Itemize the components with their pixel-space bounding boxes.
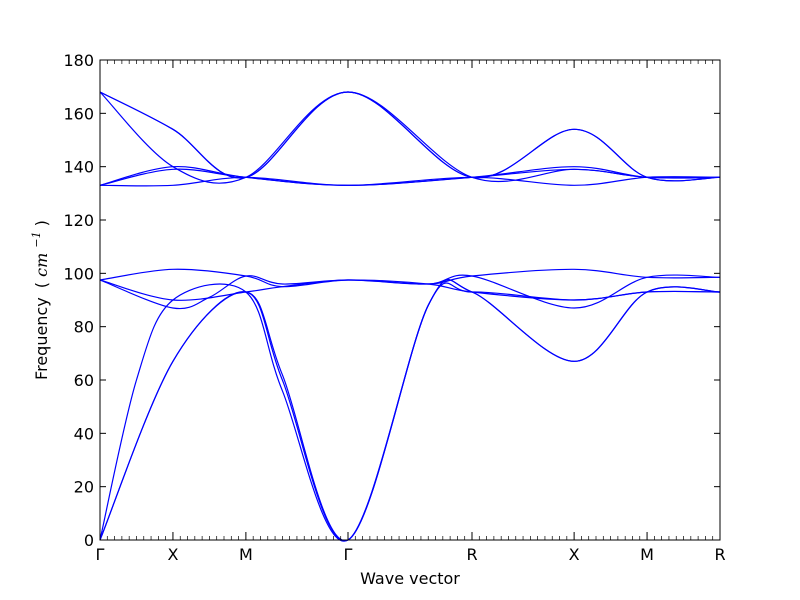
y-axis-label-text: Frequency <box>32 297 51 380</box>
y-axis-ticks: 0 20 40 60 80 100 120 140 160 180 <box>63 51 720 550</box>
dispersion-branch-10 <box>99 91 721 184</box>
dispersion-lines <box>99 91 721 542</box>
y-tick-label: 20 <box>74 478 94 497</box>
dispersion-branch-5 <box>99 279 721 301</box>
x-tick-label: X <box>569 545 580 564</box>
y-axis-label-unit-close: ) <box>32 220 51 226</box>
y-axis-label: Frequency ( cm −1 ) <box>25 220 51 380</box>
dispersion-branch-6 <box>99 268 721 288</box>
y-tick-label: 40 <box>74 424 94 443</box>
y-tick-label: 100 <box>63 264 94 283</box>
plot-frame <box>99 59 721 541</box>
x-tick-label: R <box>466 545 477 564</box>
y-tick-label: 80 <box>74 318 94 337</box>
y-tick-label: 120 <box>63 211 94 230</box>
x-minor-ticks <box>106 60 714 540</box>
x-tick-label: Γ <box>344 545 353 564</box>
x-tick-label: X <box>167 545 178 564</box>
y-axis-label-unit-open: ( <box>32 282 51 288</box>
y-tick-label: 180 <box>63 51 94 70</box>
y-tick-label: 160 <box>63 104 94 123</box>
x-tick-label: M <box>640 545 654 564</box>
y-tick-label: 60 <box>74 371 94 390</box>
x-tick-label: M <box>239 545 253 564</box>
dispersion-branch-12 <box>99 91 721 182</box>
x-tick-label: R <box>714 545 725 564</box>
x-axis-label: Wave vector <box>360 569 460 588</box>
y-axis-label-unit-exp: −1 <box>30 231 43 247</box>
x-tick-label: Γ <box>96 545 105 564</box>
y-axis-label-unit-base: cm <box>32 253 51 277</box>
y-tick-label: 0 <box>84 531 94 550</box>
dispersion-branch-7 <box>99 176 721 187</box>
y-tick-label: 140 <box>63 158 94 177</box>
